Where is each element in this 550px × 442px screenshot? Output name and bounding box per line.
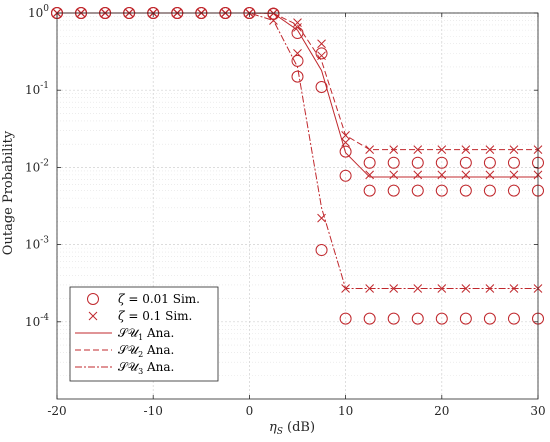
sim-marker-x [509, 170, 519, 180]
sim-marker-circle [363, 184, 376, 197]
sim-marker-x [389, 170, 399, 180]
x-tick-label: -10 [144, 404, 163, 418]
sim-marker-circle [435, 184, 448, 197]
sim-marker-circle [435, 156, 448, 169]
sim-marker-circle [459, 312, 472, 325]
sim-marker-x [317, 39, 326, 49]
x-tick-label: 30 [530, 404, 545, 418]
sim-marker-x [437, 145, 447, 154]
x-axis-label: ηS (dB) [269, 420, 315, 437]
sim-marker-circle [339, 312, 352, 325]
sim-marker-circle [483, 156, 496, 169]
sim-marker-x [317, 51, 326, 61]
sim-marker-circle [363, 312, 376, 325]
y-axis-label: Outage Probability [1, 130, 16, 255]
axes-frame [56, 12, 539, 400]
sim-marker-circle [339, 169, 352, 182]
sim-marker-x [365, 170, 375, 180]
y-tick-label: 10-2 [25, 158, 49, 174]
sim-marker-x [485, 145, 495, 154]
sim-marker-x [389, 284, 399, 293]
legend-item-su2: 𝒮𝒰2 Ana. [118, 343, 174, 359]
sim-marker-circle [483, 184, 496, 197]
sim-marker-x [437, 170, 447, 180]
sim-marker-x [365, 145, 375, 154]
sim-marker-x [461, 284, 471, 293]
series-line-3 [57, 12, 538, 289]
sim-marker-x [461, 145, 471, 154]
sim-marker-x [269, 16, 278, 25]
y-tick-label: 100 [28, 4, 49, 20]
sim-marker-circle [507, 156, 520, 169]
sim-marker-circle [411, 184, 424, 197]
sim-marker-x [485, 170, 495, 180]
sim-marker-x [293, 18, 302, 27]
sim-marker-circle [435, 312, 448, 325]
sim-marker-circle [291, 27, 304, 40]
sim-marker-circle [507, 312, 520, 325]
y-tick-label: 10-4 [25, 313, 49, 329]
sim-marker-circle [339, 145, 352, 158]
legend: ζ = 0.01 Sim. ζ = 0.1 Sim. 𝒮𝒰1 Ana. 𝒮𝒰2 … [69, 286, 219, 382]
sim-marker-circle [411, 156, 424, 169]
sim-marker-x [293, 49, 302, 58]
sim-marker-x [317, 213, 326, 223]
sim-marker-circle [459, 184, 472, 197]
x-tick-label: 20 [434, 404, 449, 418]
legend-x-marker [88, 311, 98, 321]
legend-box [69, 286, 219, 382]
legend-item-su1: 𝒮𝒰1 Ana. [118, 326, 174, 342]
sim-marker-x [509, 284, 519, 293]
sim-marker-x [413, 284, 423, 293]
legend-item-su3: 𝒮𝒰3 Ana. [118, 360, 174, 376]
axis-ticks: -20 -10 0 10 20 30 10-4 10-3 10-2 10-1 100 [25, 4, 546, 418]
legend-item-sim-001: ζ = 0.01 Sim. [118, 292, 200, 306]
sim-marker-x [341, 138, 350, 147]
sim-marker-circle [387, 312, 400, 325]
legend-sample-circle [87, 293, 99, 305]
sim-marker-x [509, 145, 519, 154]
sim-marker-circle [507, 184, 520, 197]
y-tick-label: 10-1 [25, 81, 49, 97]
legend-item-sim-01: ζ = 0.1 Sim. [118, 309, 192, 323]
sim-marker-circle [267, 8, 280, 21]
sim-marker-circle [291, 54, 304, 67]
sim-marker-circle [315, 47, 328, 60]
sim-marker-circle [411, 312, 424, 325]
legend-sample-x [88, 311, 98, 321]
sim-marker-circle [315, 244, 328, 257]
sim-marker-x [485, 284, 495, 293]
x-tick-label: 0 [246, 404, 254, 418]
sim-marker-circle [459, 156, 472, 169]
sim-marker-circle [363, 156, 376, 169]
series-line-1 [57, 12, 538, 178]
plot-area [51, 7, 544, 325]
sim-marker-x [413, 145, 423, 154]
sim-marker-circle [387, 184, 400, 197]
sim-marker-x [461, 170, 471, 180]
sim-marker-x [341, 284, 350, 293]
x-tick-label: -20 [47, 404, 66, 418]
sim-marker-circle [315, 81, 328, 94]
legend-circle-marker [87, 293, 99, 305]
sim-marker-x [365, 284, 375, 293]
sim-marker-x [341, 131, 350, 140]
y-tick-label: 10-3 [25, 236, 49, 252]
sim-marker-x [389, 145, 399, 154]
sim-marker-circle [483, 312, 496, 325]
x-tick-label: 10 [338, 404, 353, 418]
series-line-2 [57, 12, 538, 151]
sim-marker-circle [387, 156, 400, 169]
sim-marker-circle [291, 70, 304, 83]
sim-marker-x [413, 170, 423, 180]
sim-marker-x [437, 284, 447, 293]
